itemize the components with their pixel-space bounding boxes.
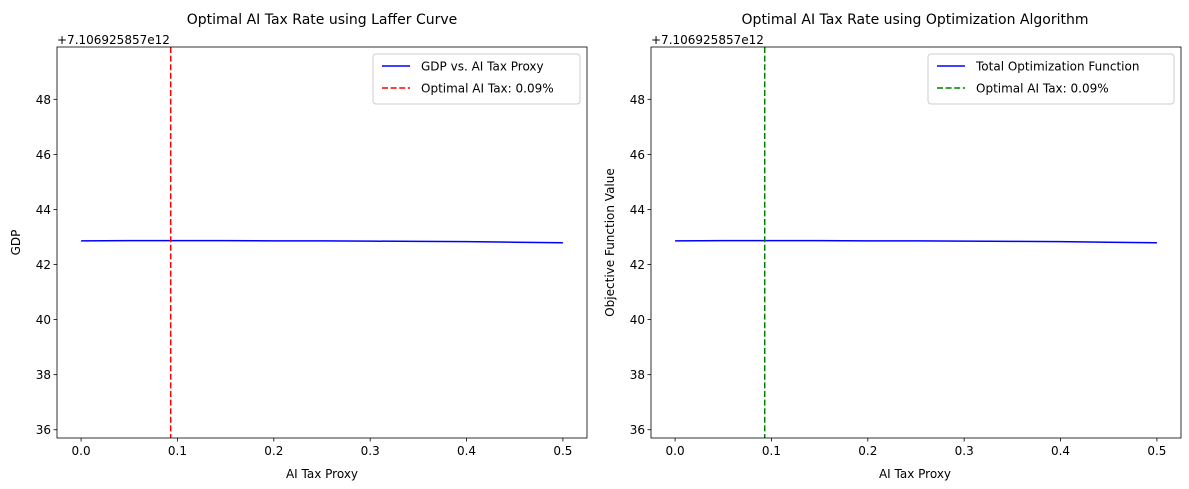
y-tick-label: 46 <box>36 148 51 162</box>
y-tick-label: 48 <box>36 93 51 107</box>
x-tick-label: 0.3 <box>955 444 974 458</box>
y-tick-label: 36 <box>36 423 51 437</box>
legend-label-optimal-tax: Optimal AI Tax: 0.09% <box>421 82 554 96</box>
y-tick-label: 44 <box>36 203 51 217</box>
x-tick-label: 0.2 <box>264 444 283 458</box>
chart-title: Optimal AI Tax Rate using Laffer Curve <box>187 12 458 28</box>
legend: Total Optimization Function Optimal AI T… <box>927 53 1175 105</box>
y-tick-label: 42 <box>36 258 51 272</box>
x-axis-label: AI Tax Proxy <box>879 467 951 481</box>
y-tick-label: 46 <box>630 148 645 162</box>
y-tick-label: 36 <box>630 423 645 437</box>
legend-label-total-optimization: Total Optimization Function <box>975 60 1139 74</box>
y-tick-label: 44 <box>630 203 645 217</box>
y-offset-label: +7.106925857e12 <box>57 33 170 47</box>
y-tick-label: 48 <box>630 93 645 107</box>
legend-label-gdp: GDP vs. AI Tax Proxy <box>421 60 544 74</box>
y-tick-label: 42 <box>630 258 645 272</box>
y-offset-label: +7.106925857e12 <box>651 33 764 47</box>
plot-area <box>81 47 563 438</box>
y-axis-label: GDP <box>9 230 23 256</box>
y-tick-label: 38 <box>36 368 51 382</box>
x-tick-label: 0.4 <box>1051 444 1070 458</box>
y-tick-label: 40 <box>630 313 645 327</box>
x-tick-label: 0.3 <box>361 444 380 458</box>
plot-area <box>675 47 1157 438</box>
chart-title: Optimal AI Tax Rate using Optimization A… <box>742 12 1089 28</box>
x-tick-label: 0.0 <box>72 444 91 458</box>
x-tick-label: 0.1 <box>762 444 781 458</box>
legend-label-optimal-tax: Optimal AI Tax: 0.09% <box>976 82 1109 96</box>
x-tick-label: 0.5 <box>1147 444 1166 458</box>
series-line <box>675 239 1157 244</box>
legend-box <box>372 53 581 105</box>
x-axis-label: AI Tax Proxy <box>286 467 358 481</box>
y-tick-label: 40 <box>36 313 51 327</box>
x-tick-label: 0.4 <box>457 444 476 458</box>
y-axis-label: Objective Function Value <box>603 168 617 317</box>
series-line <box>81 239 563 244</box>
chart-right: Optimal AI Tax Rate using Optimization A… <box>603 12 1182 481</box>
y-tick-label: 38 <box>630 368 645 382</box>
plot-frame <box>56 46 588 439</box>
x-tick-label: 0.5 <box>553 444 572 458</box>
plot-frame <box>650 46 1182 439</box>
chart-left: Optimal AI Tax Rate using Laffer Curve +… <box>9 12 588 481</box>
x-tick-label: 0.0 <box>666 444 685 458</box>
x-tick-label: 0.1 <box>168 444 187 458</box>
x-tick-label: 0.2 <box>858 444 877 458</box>
legend-box <box>927 53 1175 105</box>
legend: GDP vs. AI Tax Proxy Optimal AI Tax: 0.0… <box>372 53 581 105</box>
